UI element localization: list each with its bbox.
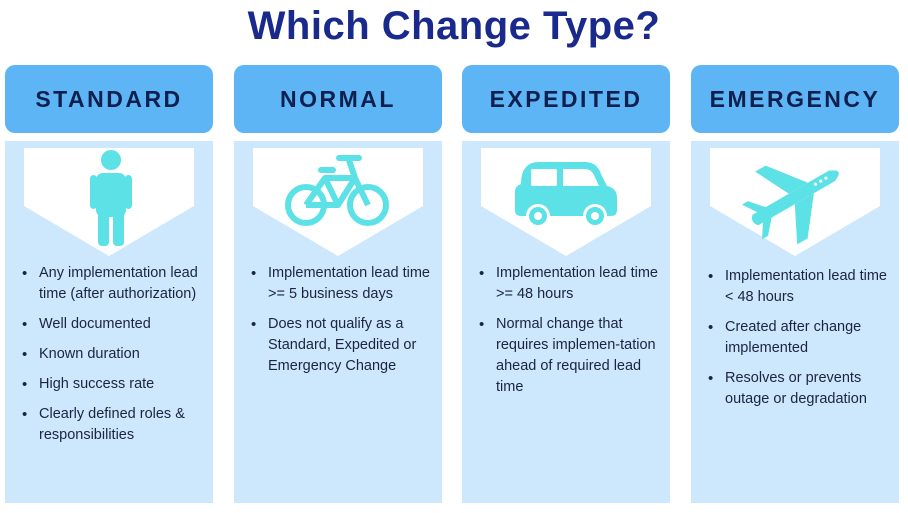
list-item: Known duration <box>19 344 209 365</box>
column-emergency: Implementation lead time < 48 hours Crea… <box>691 141 899 503</box>
header-standard: STANDARD <box>5 65 213 133</box>
bullet-list: Implementation lead time < 48 hours Crea… <box>705 266 895 419</box>
list-item: Any implementation lead time (after auth… <box>19 263 209 305</box>
list-item: Resolves or prevents outage or degradati… <box>705 368 895 410</box>
column-expedited: Implementation lead time >= 48 hours Nor… <box>462 141 670 503</box>
icon-panel <box>481 148 651 256</box>
list-item: Well documented <box>19 314 209 335</box>
list-item: Implementation lead time >= 48 hours <box>476 263 661 305</box>
bullet-list: Any implementation lead time (after auth… <box>19 263 209 455</box>
list-item: High success rate <box>19 374 209 395</box>
person-icon <box>90 150 132 246</box>
list-item: Implementation lead time < 48 hours <box>705 266 895 308</box>
header-expedited: EXPEDITED <box>462 65 670 133</box>
column-standard: Any implementation lead time (after auth… <box>5 141 213 503</box>
header-normal: NORMAL <box>234 65 442 133</box>
list-item: Clearly defined roles & responsibilities <box>19 404 209 446</box>
column-normal: Implementation lead time >= 5 business d… <box>234 141 442 503</box>
icon-panel <box>24 148 194 256</box>
airplane-icon <box>741 165 839 245</box>
list-item: Does not qualify as a Standard, Expedite… <box>248 314 433 377</box>
page-title: Which Change Type? <box>247 4 661 48</box>
list-item: Created after change implemented <box>705 317 895 359</box>
list-item: Implementation lead time >= 5 business d… <box>248 263 433 305</box>
bullet-list: Implementation lead time >= 48 hours Nor… <box>476 263 661 407</box>
bicycle-icon <box>285 155 389 226</box>
bullet-list: Implementation lead time >= 5 business d… <box>248 263 433 386</box>
icon-panel <box>253 148 423 256</box>
list-item: Normal change that requires implemen-tat… <box>476 314 661 398</box>
icon-panel <box>710 148 880 256</box>
car-icon <box>515 162 617 228</box>
header-emergency: EMERGENCY <box>691 65 899 133</box>
